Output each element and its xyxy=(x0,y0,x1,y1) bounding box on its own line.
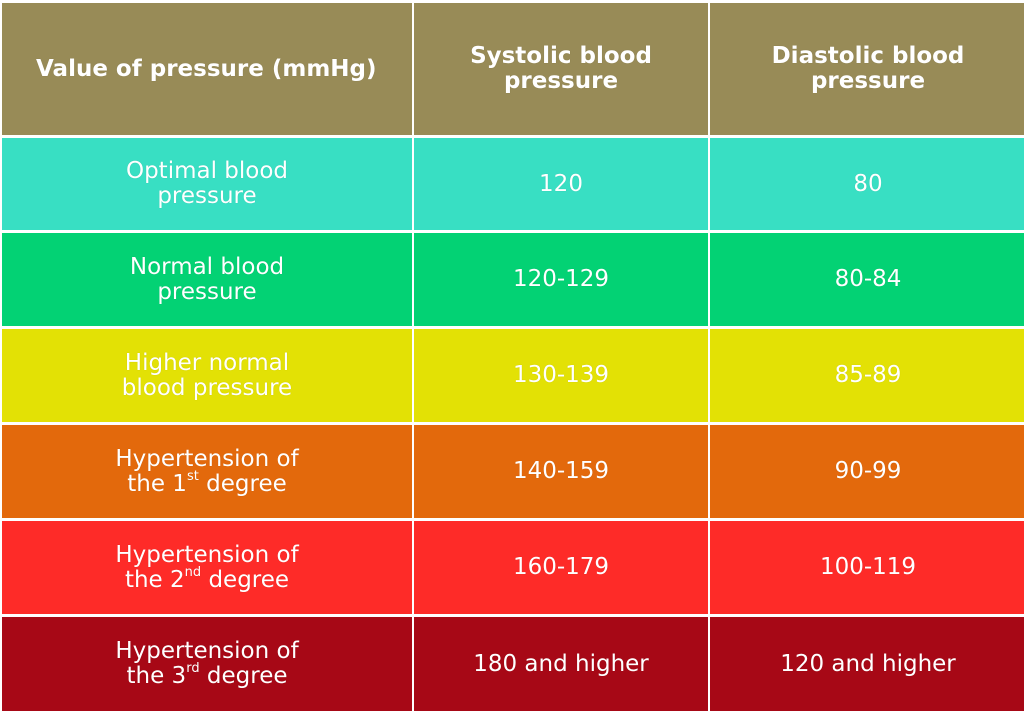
row-hypertension-3-label-line1: Hypertension of xyxy=(115,638,299,664)
row-normal-systolic: 120-129 xyxy=(414,233,708,326)
row-hypertension-3-diastolic: 120 and higher xyxy=(710,617,1024,711)
header-diastolic: Diastolic blood pressure xyxy=(710,3,1024,135)
row-normal-label-line2: pressure xyxy=(157,278,257,305)
row-hypertension-2-systolic-value: 160-179 xyxy=(512,554,610,580)
row-optimal-label: Optimal blood pressure xyxy=(2,138,412,230)
row-hypertension-3-label-sup: rd xyxy=(186,661,200,677)
row-higher-normal-label: Higher normal blood pressure xyxy=(2,329,412,422)
header-systolic: Systolic blood pressure xyxy=(414,3,708,135)
row-higher-normal-systolic-value: 130-139 xyxy=(512,362,610,388)
row-normal-systolic-value: 120-129 xyxy=(512,266,610,292)
row-optimal-label-line2: pressure xyxy=(157,183,257,209)
row-hypertension-2-label-line1: Hypertension of xyxy=(115,541,299,568)
row-hypertension-1-label-pre: the 1 xyxy=(127,470,187,497)
row-hypertension-2-diastolic-value: 100-119 xyxy=(819,554,917,580)
header-systolic-line2: pressure xyxy=(503,68,619,94)
row-hypertension-1-label: Hypertension of the 1st degree xyxy=(2,425,412,518)
row-optimal-diastolic-value: 80 xyxy=(853,170,883,197)
row-hypertension-3-label-post: degree xyxy=(199,663,288,689)
row-hypertension-1-systolic: 140-159 xyxy=(414,425,708,518)
row-hypertension-3-label: Hypertension of the 3rd degree xyxy=(2,617,412,711)
row-optimal-diastolic: 80 xyxy=(710,138,1024,230)
row-hypertension-3-label-pre: the 3 xyxy=(126,663,187,689)
row-hypertension-1-systolic-value: 140-159 xyxy=(512,458,610,484)
row-hypertension-1-diastolic: 90-99 xyxy=(710,425,1024,518)
row-hypertension-2-label: Hypertension of the 2nd degree xyxy=(2,521,412,614)
row-higher-normal-label-line1: Higher normal xyxy=(124,349,290,376)
header-value-of-pressure-text: Value of pressure (mmHg) xyxy=(36,55,377,82)
header-diastolic-line1: Diastolic blood xyxy=(771,43,965,69)
row-optimal-label-line1: Optimal blood xyxy=(125,158,289,184)
row-normal-label: Normal blood pressure xyxy=(2,233,412,326)
row-hypertension-1-diastolic-value: 90-99 xyxy=(834,458,902,484)
header-value-of-pressure: Value of pressure (mmHg) xyxy=(2,3,412,135)
row-hypertension-1-label-line1: Hypertension of xyxy=(115,445,299,472)
row-higher-normal-systolic: 130-139 xyxy=(414,329,708,422)
row-hypertension-2-systolic: 160-179 xyxy=(414,521,708,614)
row-normal-diastolic: 80-84 xyxy=(710,233,1024,326)
row-hypertension-3-diastolic-value: 120 and higher xyxy=(780,650,956,677)
row-normal-diastolic-value: 80-84 xyxy=(834,266,902,292)
row-hypertension-2-diastolic: 100-119 xyxy=(710,521,1024,614)
row-higher-normal-label-line2: blood pressure xyxy=(121,374,293,401)
header-systolic-line1: Systolic blood xyxy=(470,43,652,69)
row-normal-label-line1: Normal blood xyxy=(129,253,285,280)
row-hypertension-3-systolic: 180 and higher xyxy=(414,617,708,711)
row-higher-normal-diastolic-value: 85-89 xyxy=(834,362,902,388)
row-hypertension-1-label-sup: st xyxy=(186,468,199,484)
row-hypertension-2-label-post: degree xyxy=(201,566,290,593)
row-higher-normal-diastolic: 85-89 xyxy=(710,329,1024,422)
row-hypertension-2-label-pre: the 2 xyxy=(124,566,185,593)
row-hypertension-2-label-sup: nd xyxy=(184,564,202,580)
row-hypertension-3-systolic-value: 180 and higher xyxy=(473,650,649,677)
row-hypertension-1-label-post: degree xyxy=(198,470,287,497)
header-diastolic-line2: pressure xyxy=(810,68,926,94)
row-optimal-systolic-value: 120 xyxy=(539,170,583,197)
row-optimal-systolic: 120 xyxy=(414,138,708,230)
